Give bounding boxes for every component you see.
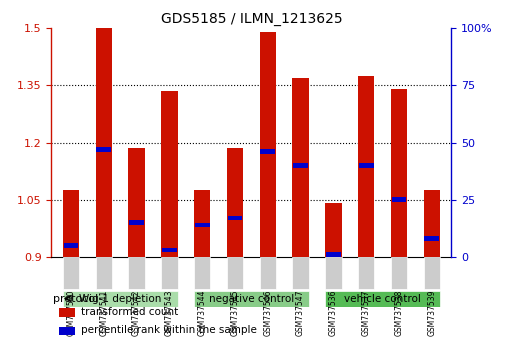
Bar xyxy=(358,76,374,257)
FancyBboxPatch shape xyxy=(358,257,374,289)
Text: GSM737544: GSM737544 xyxy=(198,289,207,336)
Bar xyxy=(128,148,145,257)
FancyBboxPatch shape xyxy=(95,257,112,289)
Bar xyxy=(194,190,210,257)
Text: GSM737540: GSM737540 xyxy=(67,289,75,336)
Bar xyxy=(162,248,177,252)
Text: negative control: negative control xyxy=(209,293,294,304)
FancyBboxPatch shape xyxy=(292,257,309,289)
Bar xyxy=(424,236,439,241)
Bar xyxy=(227,148,243,257)
FancyBboxPatch shape xyxy=(63,291,177,307)
Text: GSM737536: GSM737536 xyxy=(329,289,338,336)
Text: GSM737546: GSM737546 xyxy=(263,289,272,336)
Text: percentile rank within the sample: percentile rank within the sample xyxy=(81,325,257,335)
Text: GSM737538: GSM737538 xyxy=(394,289,403,336)
Bar xyxy=(195,223,209,227)
Bar xyxy=(424,190,440,257)
Text: GSM737542: GSM737542 xyxy=(132,289,141,336)
Text: Wig-1 depletion: Wig-1 depletion xyxy=(79,293,162,304)
FancyBboxPatch shape xyxy=(325,257,342,289)
FancyBboxPatch shape xyxy=(325,291,440,307)
FancyBboxPatch shape xyxy=(128,257,145,289)
Text: GSM737543: GSM737543 xyxy=(165,289,174,336)
Bar xyxy=(228,216,242,220)
Bar xyxy=(261,149,275,154)
Bar xyxy=(60,326,75,335)
FancyBboxPatch shape xyxy=(161,257,177,289)
Text: GSM737547: GSM737547 xyxy=(296,289,305,336)
Bar xyxy=(325,204,342,257)
FancyBboxPatch shape xyxy=(194,257,210,289)
Bar xyxy=(129,220,144,225)
Bar xyxy=(95,28,112,257)
FancyBboxPatch shape xyxy=(260,257,276,289)
FancyBboxPatch shape xyxy=(391,257,407,289)
Text: GSM737537: GSM737537 xyxy=(362,289,371,336)
Bar xyxy=(391,198,406,202)
Bar xyxy=(292,78,309,257)
Bar xyxy=(293,163,308,168)
FancyBboxPatch shape xyxy=(227,257,243,289)
Bar xyxy=(260,32,276,257)
FancyBboxPatch shape xyxy=(63,257,79,289)
Text: GSM737541: GSM737541 xyxy=(100,289,108,336)
Text: protocol: protocol xyxy=(53,293,98,304)
Bar xyxy=(96,147,111,152)
Text: GSM737539: GSM737539 xyxy=(427,289,436,336)
FancyBboxPatch shape xyxy=(424,257,440,289)
FancyBboxPatch shape xyxy=(194,291,309,307)
Bar xyxy=(60,308,75,316)
Bar xyxy=(63,190,79,257)
Bar xyxy=(326,252,341,257)
Bar xyxy=(64,243,78,248)
Text: transformed count: transformed count xyxy=(81,307,179,316)
Bar xyxy=(359,163,373,168)
Bar xyxy=(391,89,407,257)
Text: vehicle control: vehicle control xyxy=(344,293,421,304)
Bar xyxy=(161,91,177,257)
Text: GSM737545: GSM737545 xyxy=(230,289,240,336)
Title: GDS5185 / ILMN_1213625: GDS5185 / ILMN_1213625 xyxy=(161,12,342,26)
